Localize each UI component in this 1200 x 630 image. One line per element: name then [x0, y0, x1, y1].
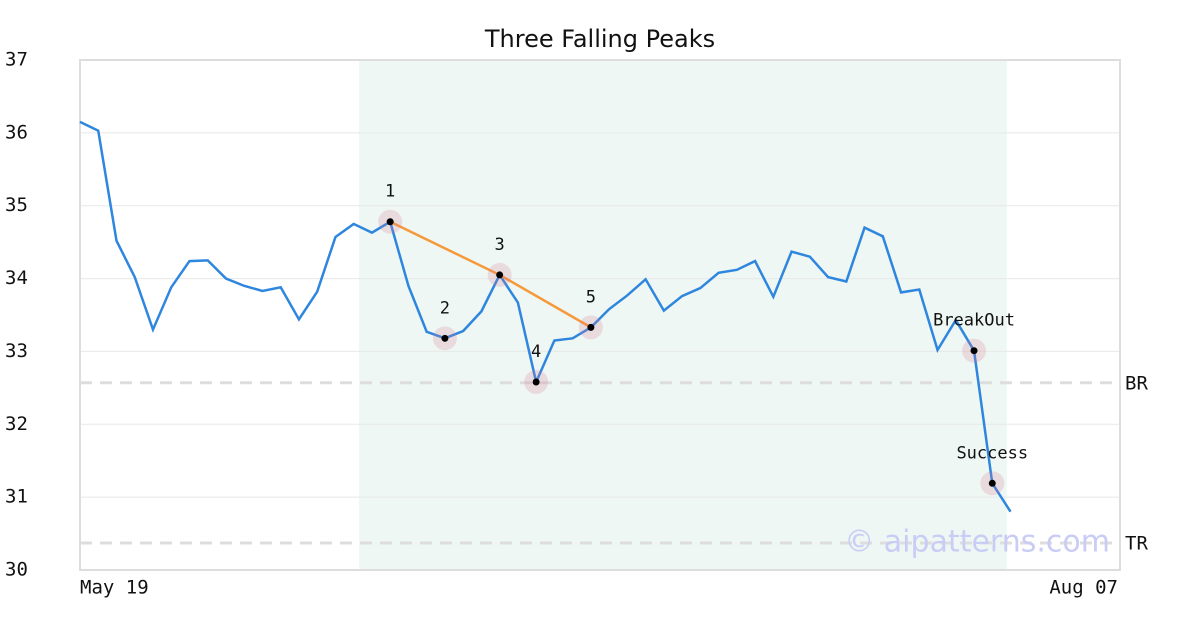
y-tick-label: 36: [5, 121, 28, 143]
pattern-point: [988, 479, 996, 487]
y-tick-label: 31: [5, 486, 28, 508]
y-tick-label: 32: [5, 413, 28, 435]
level-label: BR: [1125, 372, 1148, 394]
pattern-point: [970, 347, 978, 355]
level-label: TR: [1125, 533, 1148, 555]
pattern-point: [441, 334, 449, 342]
y-tick-label: 33: [5, 340, 28, 362]
pattern-label: 1: [385, 182, 395, 202]
y-tick-label: 30: [5, 559, 28, 581]
pattern-region: [359, 60, 1007, 570]
x-tick-label: Aug 07: [1049, 577, 1118, 599]
pattern-label: BreakOut: [933, 311, 1015, 331]
pattern-point: [386, 218, 394, 226]
pattern-point: [496, 271, 504, 279]
pattern-label: 4: [531, 342, 541, 362]
pattern-label: 3: [495, 235, 505, 255]
pattern-point: [587, 323, 595, 331]
y-tick-label: 34: [5, 267, 28, 289]
plot-border: [79, 59, 1121, 571]
pattern-label: 2: [440, 298, 450, 318]
watermark: © aipatterns.com: [844, 525, 1110, 560]
chart-title: Three Falling Peaks: [484, 25, 715, 53]
price-line: [79, 120, 1012, 513]
pattern-label: 5: [586, 287, 596, 307]
pattern-point: [532, 378, 540, 386]
y-tick-label: 37: [5, 49, 28, 71]
y-tick-label: 35: [5, 194, 28, 216]
pattern-label: Success: [956, 443, 1028, 463]
x-tick-label: May 19: [80, 577, 149, 599]
